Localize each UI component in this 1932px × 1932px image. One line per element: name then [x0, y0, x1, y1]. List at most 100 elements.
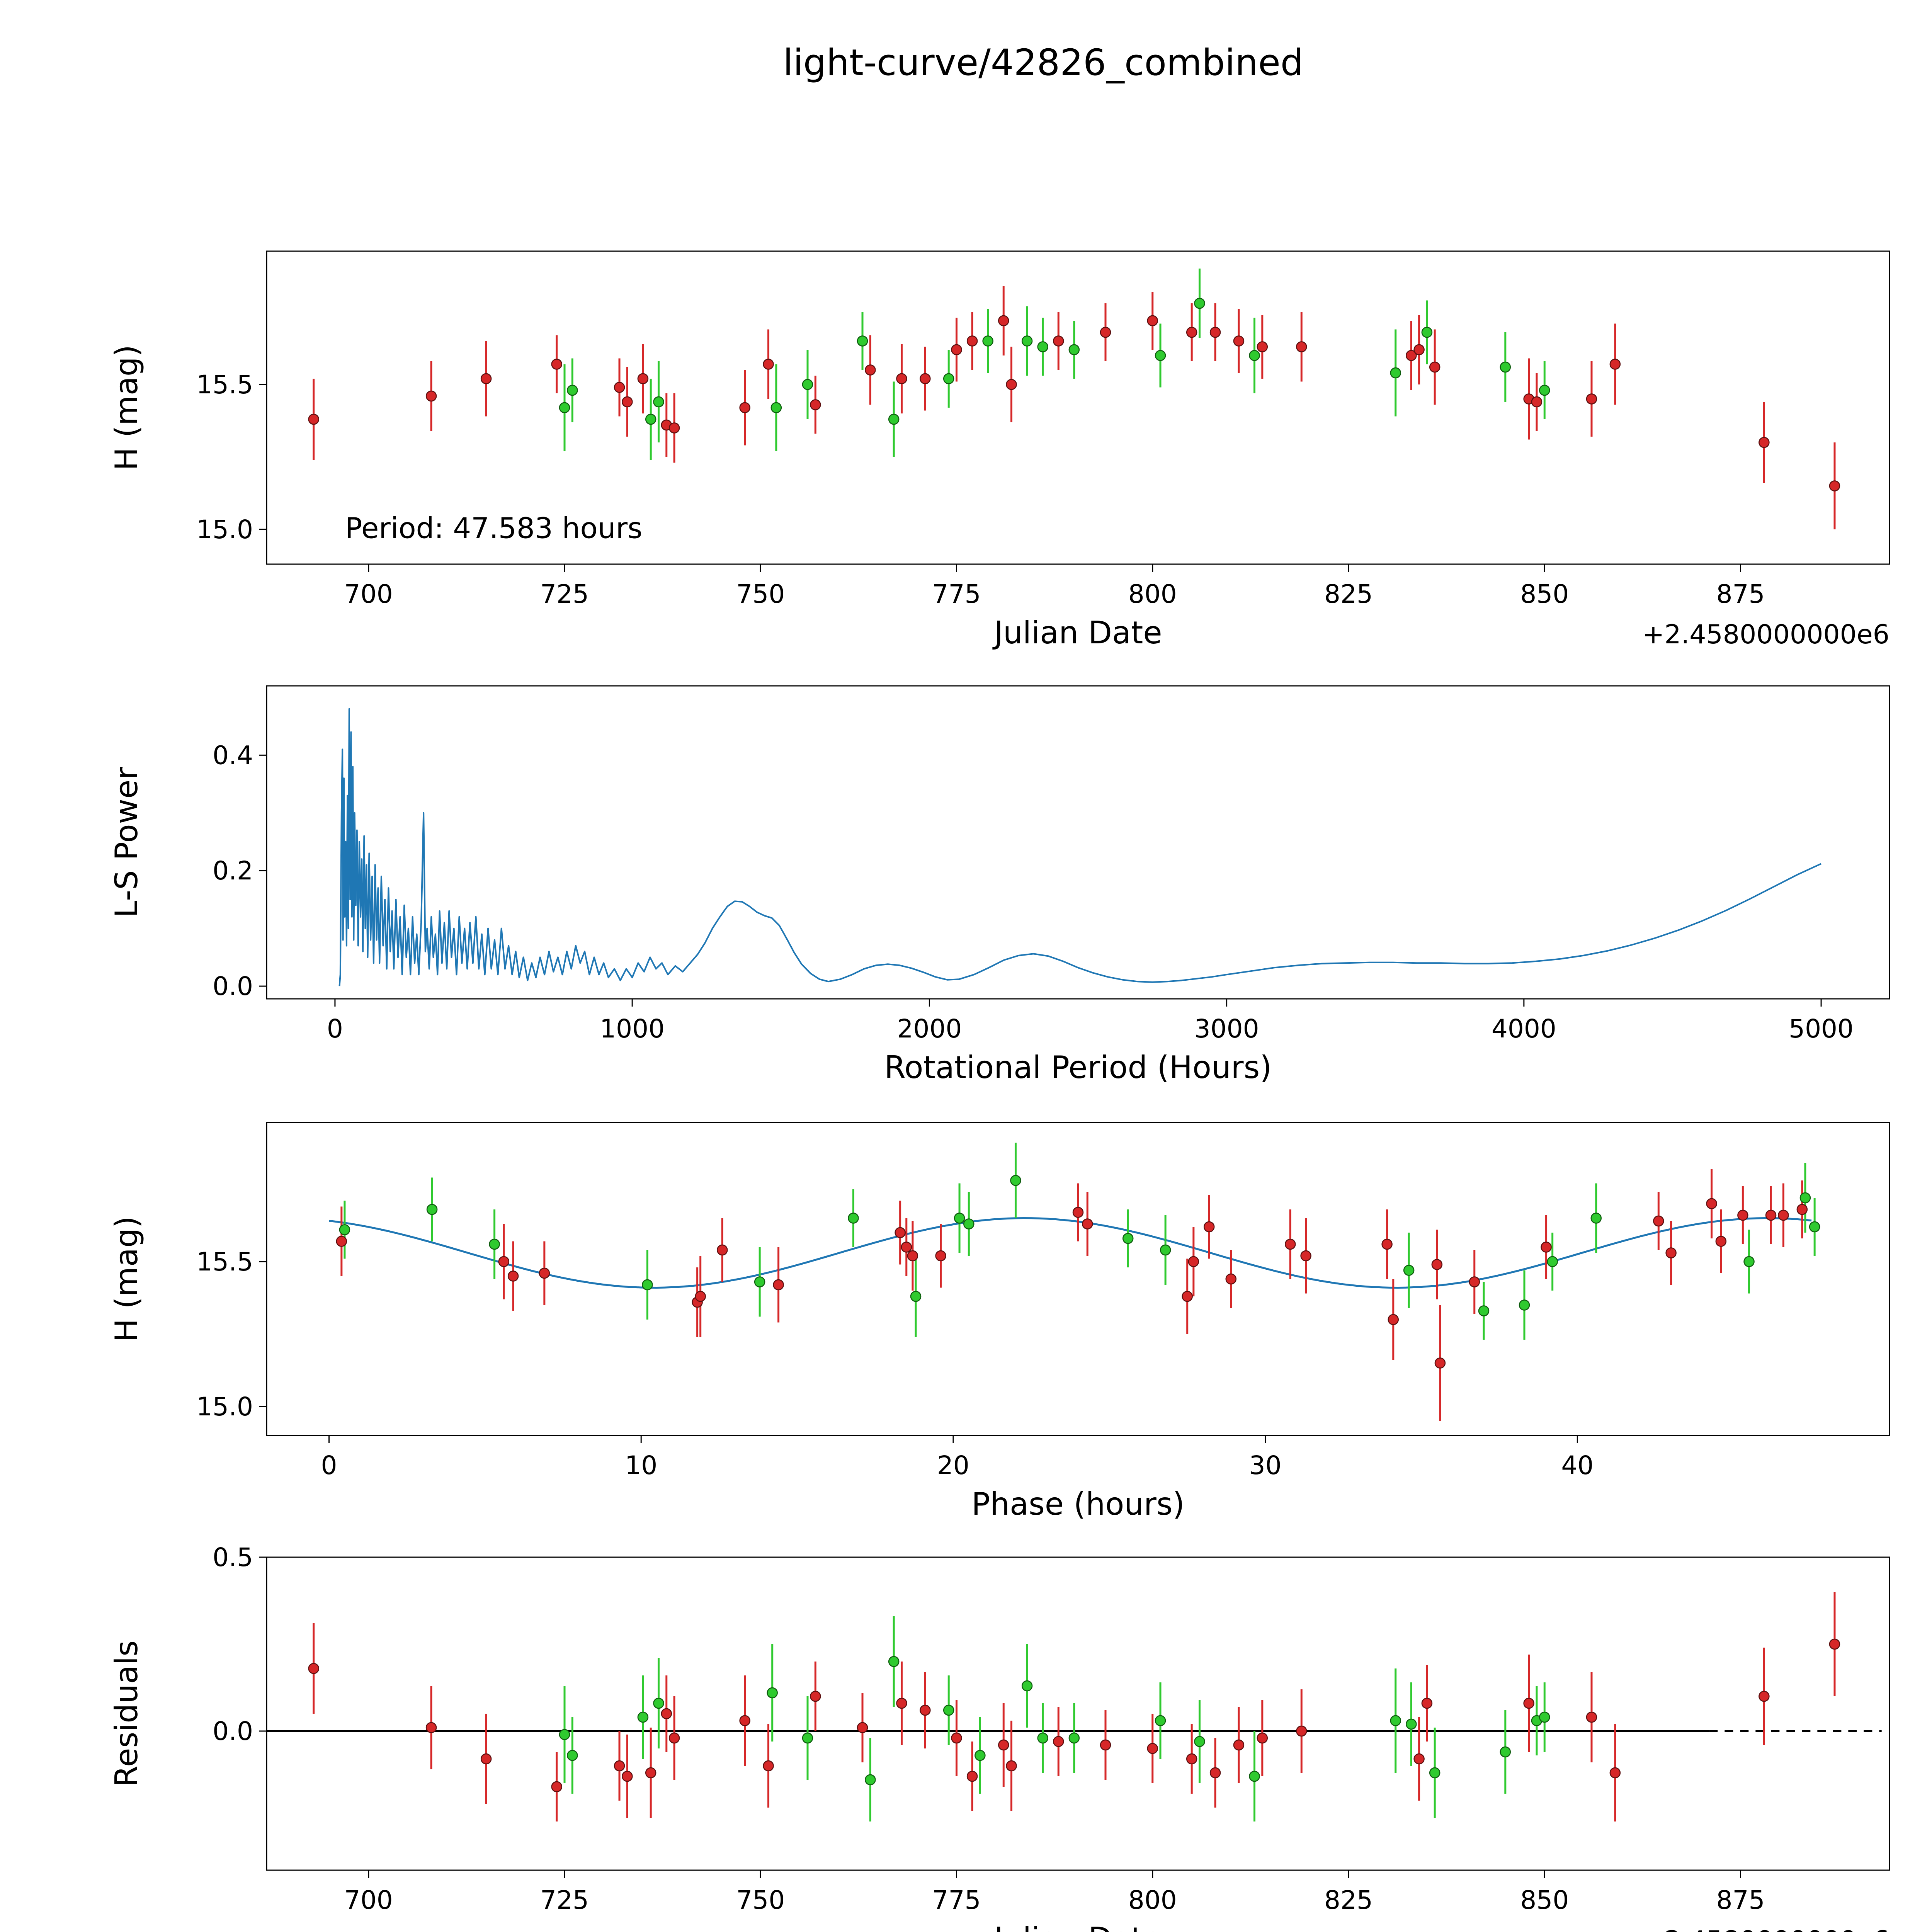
data-point	[1406, 1718, 1417, 1730]
data-point	[1665, 1247, 1677, 1259]
data-point	[943, 1704, 954, 1716]
data-point	[963, 1218, 975, 1230]
data-point	[802, 379, 813, 390]
data-point	[1147, 315, 1158, 327]
data-point	[1194, 298, 1205, 309]
data-point	[1590, 1213, 1602, 1224]
y-axis-label: H (mag)	[109, 345, 145, 471]
data-point	[425, 390, 437, 402]
data-point	[1053, 1736, 1064, 1747]
data-point	[982, 335, 993, 347]
x-tick-label: 5000	[1789, 1014, 1854, 1044]
data-point	[426, 1204, 438, 1215]
data-point	[895, 1227, 906, 1238]
data-point	[1737, 1209, 1748, 1221]
data-point	[901, 1242, 912, 1253]
data-point	[1759, 1690, 1770, 1702]
x-tick-label: 725	[540, 579, 589, 609]
data-point	[998, 1739, 1009, 1751]
data-point	[896, 373, 907, 384]
data-point	[954, 1213, 965, 1224]
data-point	[770, 402, 782, 413]
data-point	[1233, 1739, 1245, 1751]
axes-frame	[266, 685, 1890, 1000]
data-point	[896, 1697, 907, 1709]
data-point	[1531, 396, 1543, 408]
data-point	[1796, 1204, 1808, 1215]
data-point	[857, 1722, 868, 1733]
data-point	[425, 1722, 437, 1733]
axes-frame	[266, 1556, 1890, 1871]
y-axis-label: L-S Power	[109, 767, 145, 918]
periodogram-panel: 0 1000 2000 3000 4000 5000 0.0 0.2 0.4 Rotational…	[109, 685, 1890, 1085]
data-point	[668, 422, 680, 434]
lightcurve-panel: 700 725 750 775 800 825 850 875 15.0 15.5 Julian D…	[109, 250, 1890, 651]
data-point	[1799, 1192, 1811, 1204]
x-tick-label: 3000	[1194, 1014, 1259, 1044]
data-point	[642, 1279, 653, 1291]
axis-offset-text: +2.4580000000e6	[1642, 1925, 1889, 1932]
data-point	[653, 1697, 664, 1709]
axis-offset-text: +2.4580000000e6	[1642, 619, 1889, 650]
x-tick-label: 700	[344, 1885, 393, 1915]
data-point	[716, 1244, 728, 1256]
data-point	[1715, 1236, 1727, 1247]
data-point	[539, 1267, 550, 1279]
data-point	[1225, 1273, 1237, 1285]
data-point	[1053, 335, 1064, 347]
data-point	[1194, 1736, 1205, 1747]
data-point	[1257, 341, 1268, 352]
data-point	[865, 364, 876, 376]
data-point	[767, 1687, 778, 1699]
data-point	[559, 402, 570, 413]
y-tick-label: 15.5	[196, 1247, 253, 1277]
data-point	[1249, 1770, 1260, 1782]
x-tick-label: 20	[937, 1451, 969, 1480]
data-point	[1037, 341, 1048, 352]
data-point	[763, 359, 774, 370]
data-point	[1203, 1221, 1215, 1233]
y-tick-label: 0.0	[213, 971, 253, 1001]
x-tick-label: 0	[327, 1014, 343, 1044]
data-point	[645, 413, 656, 425]
data-point	[1469, 1276, 1480, 1287]
y-axis-label: H (mag)	[109, 1216, 145, 1342]
data-point	[1209, 1767, 1221, 1779]
data-point	[763, 1760, 774, 1772]
data-point	[645, 1767, 656, 1779]
data-point	[1010, 1175, 1021, 1186]
data-point	[308, 1663, 319, 1674]
data-point	[622, 1770, 633, 1782]
data-point	[1100, 1739, 1111, 1751]
axes-frame	[266, 1122, 1890, 1436]
data-point	[935, 1250, 946, 1262]
data-point	[339, 1224, 350, 1235]
x-tick-label: 800	[1128, 1885, 1177, 1915]
data-point	[1160, 1244, 1171, 1256]
data-point	[943, 373, 954, 384]
data-point	[907, 1250, 918, 1262]
data-point	[1300, 1250, 1311, 1262]
x-axis-label: Julian Date	[992, 1921, 1162, 1932]
y-axis-label: Residuals	[109, 1640, 145, 1787]
data-point	[910, 1291, 922, 1302]
data-point	[1388, 1314, 1399, 1325]
x-tick-label: 4000	[1492, 1014, 1556, 1044]
data-point	[637, 373, 649, 384]
x-tick-label: 40	[1561, 1451, 1594, 1480]
x-tick-label: 875	[1716, 1885, 1765, 1915]
x-tick-label: 750	[736, 579, 785, 609]
x-tick-label: 775	[932, 1885, 981, 1915]
data-point	[1122, 1233, 1134, 1244]
y-tick-label: 15.0	[196, 515, 253, 544]
data-point	[1429, 361, 1440, 373]
x-axis-label: Phase (hours)	[971, 1486, 1185, 1522]
data-point	[810, 399, 821, 410]
data-point	[1765, 1209, 1777, 1221]
residuals-panel: 700 725 750 775 800 825 850 875 0.0 0.5 Julian Dat…	[109, 1543, 1890, 1932]
data-point	[1390, 367, 1401, 379]
data-point	[1609, 1767, 1621, 1779]
data-point	[308, 413, 319, 425]
data-point	[966, 335, 978, 347]
